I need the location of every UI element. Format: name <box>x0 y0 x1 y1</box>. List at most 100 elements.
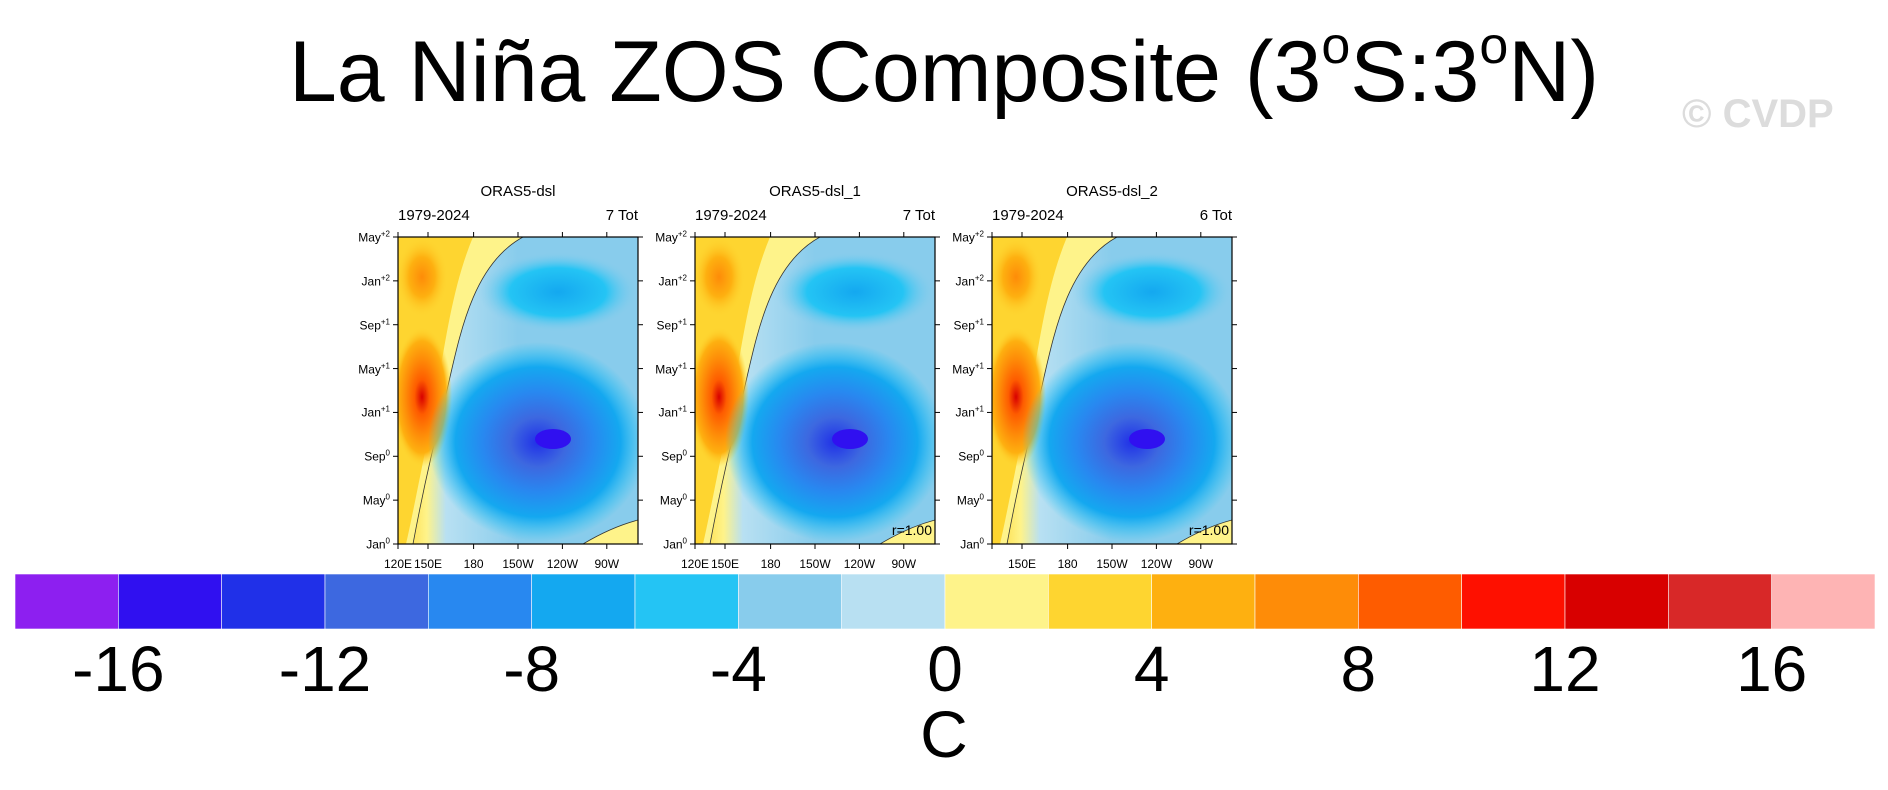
panel-2-field <box>695 237 935 544</box>
panel-years-label: 1979-2024 <box>992 207 1064 224</box>
colorbar-label: -8 <box>503 633 561 705</box>
colorbar-segment <box>1771 573 1876 630</box>
x-tick-label: 120E <box>680 557 710 571</box>
panel-3 <box>987 232 1237 549</box>
colorbar-label: -4 <box>709 633 767 705</box>
y-tick-label: Sep+1 <box>953 317 984 333</box>
cold-anomaly-core <box>1129 429 1165 449</box>
warm-patch-east <box>879 519 935 544</box>
x-tick-label: 120W <box>843 557 876 571</box>
colorbar-segment <box>118 573 222 630</box>
y-tick-label: May0 <box>956 492 984 508</box>
panel-title: ORAS5-dsl_1 <box>769 183 861 200</box>
y-tick-label: Sep0 <box>364 448 390 464</box>
cold-anomaly-main <box>428 342 638 542</box>
colorbar-segment <box>738 573 842 630</box>
colorbar-segment <box>841 573 946 630</box>
x-tick-label: 180 <box>1057 557 1078 571</box>
colorbar-segment <box>634 573 739 630</box>
colorbar-segment <box>1564 573 1669 630</box>
y-tick-label: May+2 <box>952 229 984 245</box>
colorbar-segment <box>1461 573 1566 630</box>
colorbar-segment <box>944 573 1049 630</box>
cold-anomaly-upper <box>478 252 638 332</box>
colorbar-segment <box>221 573 326 630</box>
y-tick-label: May+2 <box>358 229 390 245</box>
y-tick-label: May+2 <box>655 229 687 245</box>
panel-years-label: 1979-2024 <box>695 207 767 224</box>
panel-1-field <box>398 237 638 544</box>
panel-correlation: r=1.00 <box>891 522 932 538</box>
cold-anomaly-upper <box>775 252 935 332</box>
colorbar-label: 16 <box>1736 633 1808 705</box>
warm-patch-east <box>582 519 638 544</box>
x-tick-label: 180 <box>760 557 781 571</box>
x-tick-label: 120W <box>546 557 579 571</box>
panel-3-field <box>992 237 1232 544</box>
colorbar-label: -16 <box>72 633 165 705</box>
warm-anomaly-upper <box>992 237 1042 317</box>
cold-anomaly-core <box>832 429 868 449</box>
colorbar-segment <box>324 573 429 630</box>
colorbar <box>14 573 1876 630</box>
colorbar-segment <box>531 573 636 630</box>
panel-2 <box>690 232 940 549</box>
panel-correlation: r=1.00 <box>1188 522 1229 538</box>
y-tick-label: Sep0 <box>661 448 687 464</box>
warm-anomaly-upper <box>695 237 745 317</box>
y-tick-label: Sep+1 <box>656 317 687 333</box>
panel-count-label: 7 Tot <box>902 207 935 224</box>
y-tick-label: May+1 <box>952 361 984 377</box>
y-tick-label: May0 <box>362 492 390 508</box>
warm-anomaly-upper <box>398 237 448 317</box>
cold-anomaly-main <box>725 342 935 542</box>
colorbar-segment <box>14 573 119 630</box>
colorbar-segment <box>1048 573 1152 630</box>
cvdp-watermark: © CVDP <box>1682 92 1834 136</box>
x-tick-label: 120E <box>383 557 413 571</box>
panel-1 <box>393 232 643 549</box>
panel-title: ORAS5-dsl <box>480 183 556 200</box>
x-tick-label: 120W <box>1140 557 1173 571</box>
y-tick-label: May+1 <box>655 361 687 377</box>
colorbar-segment <box>1151 573 1256 630</box>
cold-anomaly-upper <box>1072 252 1232 332</box>
x-tick-label: 90W <box>1188 557 1214 571</box>
x-tick-label: 180 <box>463 557 484 571</box>
x-tick-label: 150W <box>799 557 831 571</box>
panel-count-label: 7 Tot <box>605 207 638 224</box>
panel-count-label: 6 Tot <box>1199 207 1232 224</box>
cold-anomaly-core <box>535 429 571 449</box>
figure-title: La Niña ZOS Composite (3oS:3oN) <box>288 17 1600 120</box>
cold-anomaly-main <box>1022 342 1232 542</box>
warm-patch-east <box>1176 519 1232 544</box>
x-tick-label: 150E <box>710 557 740 571</box>
panel-title: ORAS5-dsl_2 <box>1066 183 1158 200</box>
colorbar-label: 12 <box>1529 633 1601 705</box>
y-tick-label: May+1 <box>358 361 390 377</box>
colorbar-segment <box>428 573 532 630</box>
y-tick-label: Jan+2 <box>361 273 390 289</box>
x-tick-label: 150E <box>413 557 443 571</box>
colorbar-segment <box>1668 573 1772 630</box>
colorbar-label: 8 <box>1340 633 1377 705</box>
y-tick-label: Jan0 <box>663 536 687 552</box>
y-tick-label: Jan0 <box>960 536 984 552</box>
y-tick-label: Jan+2 <box>658 273 687 289</box>
x-tick-label: 150W <box>1096 557 1128 571</box>
y-tick-label: May0 <box>659 492 687 508</box>
colorbar-segment <box>1358 573 1462 630</box>
y-tick-label: Jan0 <box>366 536 390 552</box>
colorbar-segment <box>1254 573 1359 630</box>
panel-years-label: 1979-2024 <box>398 207 470 224</box>
colorbar-label: -12 <box>278 633 372 705</box>
x-tick-label: 90W <box>594 557 620 571</box>
x-tick-label: 150E <box>1007 557 1037 571</box>
y-tick-label: Jan+2 <box>955 273 984 289</box>
x-tick-label: 90W <box>891 557 917 571</box>
colorbar-units: C <box>920 697 968 771</box>
y-tick-label: Jan+1 <box>658 404 687 420</box>
y-tick-label: Jan+1 <box>955 404 984 420</box>
colorbar-label: 4 <box>1133 633 1170 705</box>
